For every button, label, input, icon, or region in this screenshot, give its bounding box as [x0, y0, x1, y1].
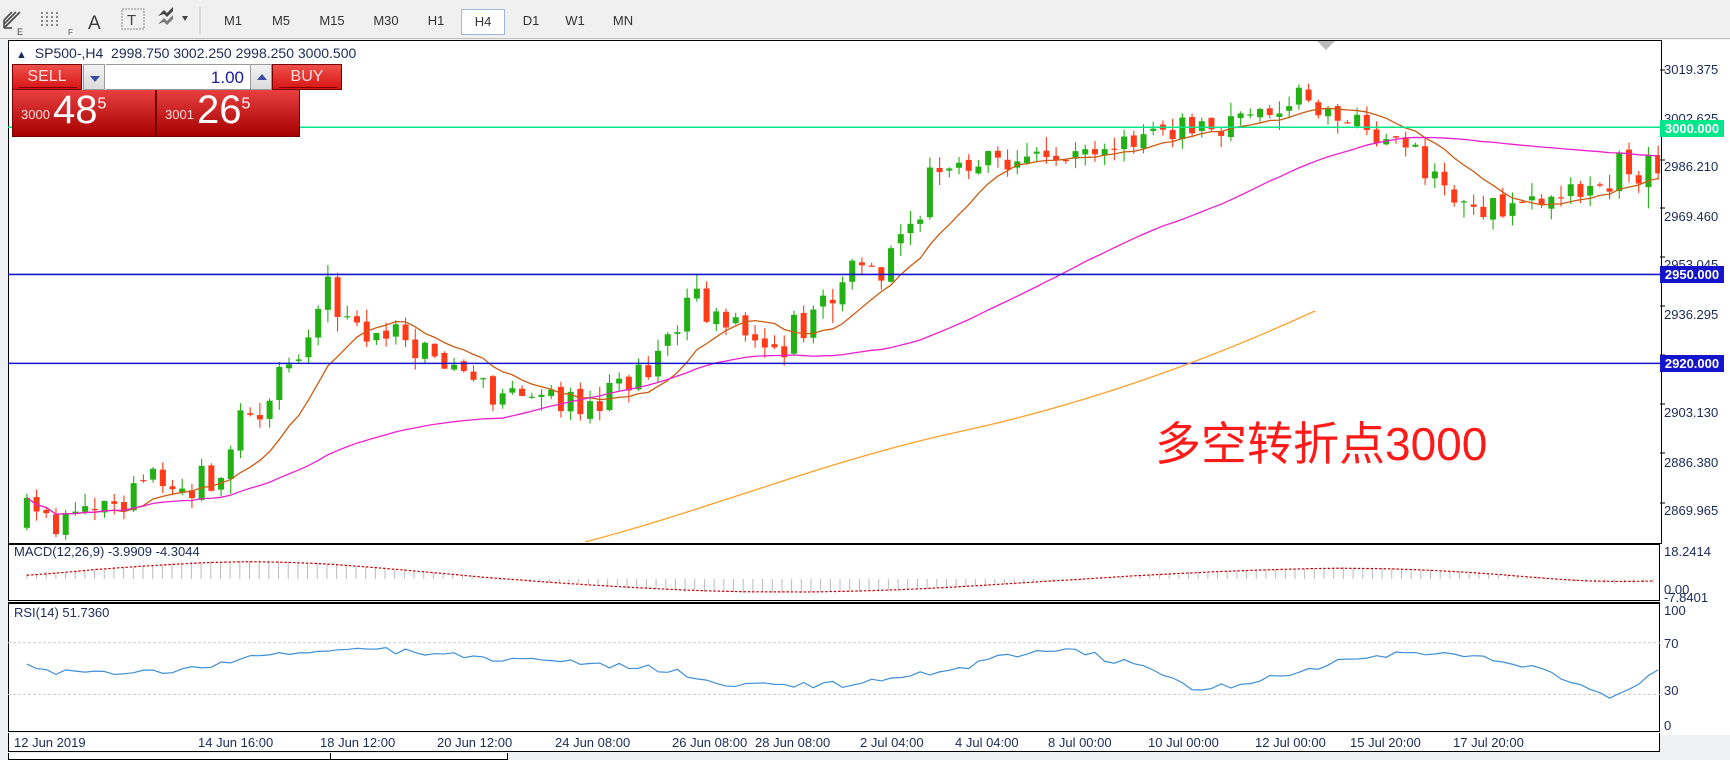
svg-text:A: A — [88, 13, 101, 34]
svg-text:T: T — [127, 12, 136, 29]
svg-text:F: F — [68, 28, 73, 37]
svg-text:E: E — [17, 27, 23, 37]
svg-text:多空转折点3000: 多空转折点3000 — [1155, 418, 1487, 470]
